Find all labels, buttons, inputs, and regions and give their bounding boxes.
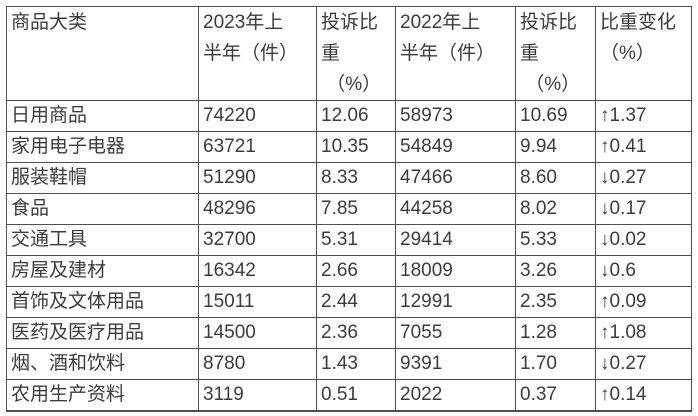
cell-h1_2023_share_pct: 1.43 [316,348,396,380]
cell-h1_2023_share_pct: 12.06 [316,100,396,132]
cell-h1_2022_count: 7055 [395,317,516,349]
cell-h1_2022_count: 9391 [395,348,516,380]
table-row: 烟、酒和饮料 8780 1.43 9391 1.70 ↓0.27 [6,348,692,380]
cell-share_change_pct: ↓0.27 [595,162,692,194]
complaints-comparison-table: 商品大类 2023年上 半年（件） 投诉比 重 （%） 2022年上 半年（件）… [6,6,692,412]
table-row: 房屋及建材 16342 2.66 18009 3.26 ↓0.6 [6,255,692,287]
cell-h1_2022_share_pct: 3.26 [515,255,596,287]
cell-h1_2023_count: 8780 [198,348,317,380]
cell-h1_2022_share_pct: 2.35 [515,286,596,318]
cell-category: 首饰及文体用品 [6,286,199,318]
cell-category: 烟、酒和饮料 [6,348,199,380]
cell-h1_2022_count: 18009 [395,255,516,287]
cell-h1_2023_share_pct: 5.31 [316,224,396,256]
cell-share_change_pct: ↑0.41 [595,131,692,163]
table-row: 首饰及文体用品 15011 2.44 12991 2.35 ↑0.09 [6,286,692,318]
table-body: 日用商品 74220 12.06 58973 10.69 ↑1.37 家用电子电器 63721… [6,100,692,412]
table-row: 服装鞋帽 51290 8.33 47466 8.60 ↓0.27 [6,162,692,194]
cell-h1_2022_count: 29414 [395,224,516,256]
cell-category: 医药及医疗用品 [6,317,199,349]
cell-h1_2022_count: 54849 [395,131,516,163]
table-row: 交通工具 32700 5.31 29414 5.33 ↓0.02 [6,224,692,256]
cell-h1_2023_share_pct: 2.66 [316,255,396,287]
header-2022-count: 2022年上 半年（件） [395,6,516,101]
cell-h1_2023_count: 74220 [198,100,317,132]
cell-share_change_pct: ↓0.17 [595,193,692,225]
cell-share_change_pct: ↑1.37 [595,100,692,132]
cell-h1_2023_count: 63721 [198,131,317,163]
cell-h1_2023_count: 48296 [198,193,317,225]
header-row: 商品大类 2023年上 半年（件） 投诉比 重 （%） 2022年上 半年（件）… [6,6,692,101]
cell-category: 交通工具 [6,224,199,256]
header-share-change: 比重变化 （%） [595,6,692,101]
cell-h1_2023_count: 3119 [198,379,317,412]
cell-h1_2022_share_pct: 5.33 [515,224,596,256]
cell-h1_2022_share_pct: 10.69 [515,100,596,132]
header-category: 商品大类 [6,6,199,101]
cell-category: 食品 [6,193,199,225]
cell-share_change_pct: ↑0.09 [595,286,692,318]
cell-category: 农用生产资料 [6,379,199,412]
cell-h1_2023_count: 32700 [198,224,317,256]
cell-h1_2023_share_pct: 2.44 [316,286,396,318]
header-2023-share: 投诉比 重 （%） [316,6,396,101]
cell-h1_2023_share_pct: 2.36 [316,317,396,349]
cell-h1_2023_share_pct: 0.51 [316,379,396,412]
cell-h1_2022_share_pct: 8.02 [515,193,596,225]
header-2022-share: 投诉比 重 （%） [515,6,596,101]
cell-h1_2023_share_pct: 7.85 [316,193,396,225]
cell-category: 服装鞋帽 [6,162,199,194]
cell-category: 房屋及建材 [6,255,199,287]
cell-h1_2022_count: 12991 [395,286,516,318]
cell-category: 日用商品 [6,100,199,132]
cell-h1_2022_share_pct: 9.94 [515,131,596,163]
cell-h1_2022_count: 47466 [395,162,516,194]
table-row: 家用电子电器 63721 10.35 54849 9.94 ↑0.41 [6,131,692,163]
cell-h1_2023_count: 51290 [198,162,317,194]
cell-h1_2022_share_pct: 0.37 [515,379,596,412]
cell-h1_2022_count: 44258 [395,193,516,225]
cell-category: 家用电子电器 [6,131,199,163]
cell-h1_2023_count: 16342 [198,255,317,287]
cell-share_change_pct: ↓0.6 [595,255,692,287]
table-row: 医药及医疗用品 14500 2.36 7055 1.28 ↑1.08 [6,317,692,349]
table-header: 商品大类 2023年上 半年（件） 投诉比 重 （%） 2022年上 半年（件）… [6,6,692,101]
cell-h1_2022_share_pct: 1.70 [515,348,596,380]
cell-share_change_pct: ↓0.27 [595,348,692,380]
cell-share_change_pct: ↑1.08 [595,317,692,349]
header-2023-count: 2023年上 半年（件） [198,6,317,101]
table-row: 日用商品 74220 12.06 58973 10.69 ↑1.37 [6,100,692,132]
cell-h1_2022_count: 58973 [395,100,516,132]
cell-h1_2022_count: 2022 [395,379,516,412]
cell-h1_2022_share_pct: 8.60 [515,162,596,194]
cell-h1_2023_count: 14500 [198,317,317,349]
cell-h1_2023_share_pct: 10.35 [316,131,396,163]
cell-share_change_pct: ↓0.02 [595,224,692,256]
cell-share_change_pct: ↑0.14 [595,379,692,412]
cell-h1_2023_count: 15011 [198,286,317,318]
cell-h1_2023_share_pct: 8.33 [316,162,396,194]
table-row: 农用生产资料 3119 0.51 2022 0.37 ↑0.14 [6,379,692,412]
table-row: 食品 48296 7.85 44258 8.02 ↓0.17 [6,193,692,225]
cell-h1_2022_share_pct: 1.28 [515,317,596,349]
